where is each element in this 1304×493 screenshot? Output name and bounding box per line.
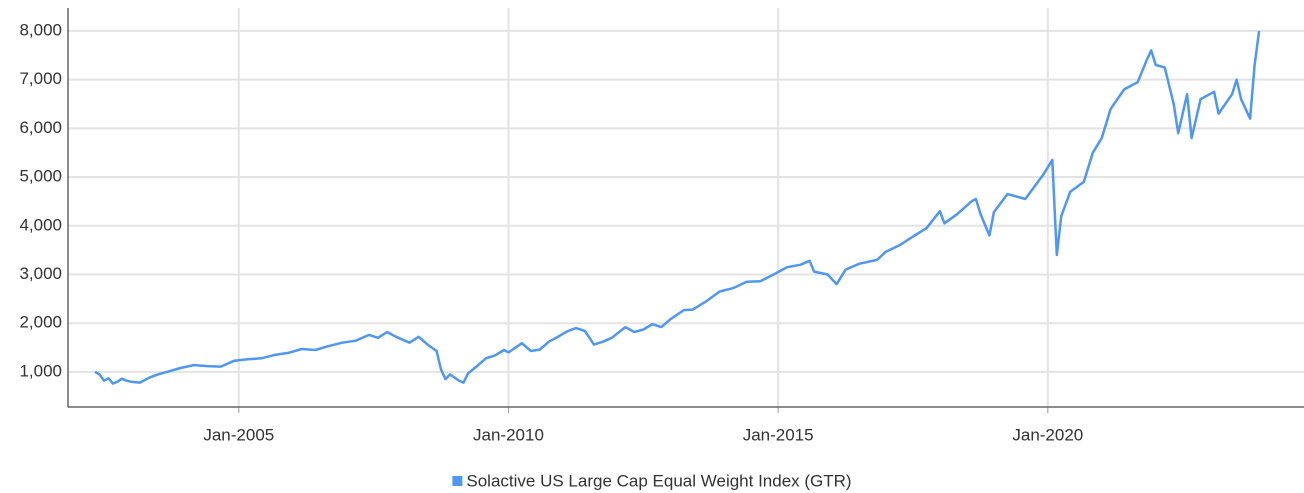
x-tick-label: Jan-2005 [203,425,274,444]
y-tick-label: 7,000 [19,69,62,88]
x-tick-label: Jan-2015 [743,425,814,444]
x-tick-label: Jan-2020 [1012,425,1083,444]
y-tick-label: 5,000 [19,167,62,186]
y-tick-label: 4,000 [19,215,62,234]
y-tick-label: 3,000 [19,264,62,283]
y-tick-label: 1,000 [19,361,62,380]
y-tick-label: 2,000 [19,313,62,332]
data-line [94,30,1261,385]
y-tick-label: 8,000 [19,20,62,39]
legend-label: Solactive US Large Cap Equal Weight Inde… [466,471,851,490]
x-tick-label: Jan-2010 [473,425,544,444]
legend-swatch [452,476,463,486]
y-tick-label: 6,000 [19,118,62,137]
